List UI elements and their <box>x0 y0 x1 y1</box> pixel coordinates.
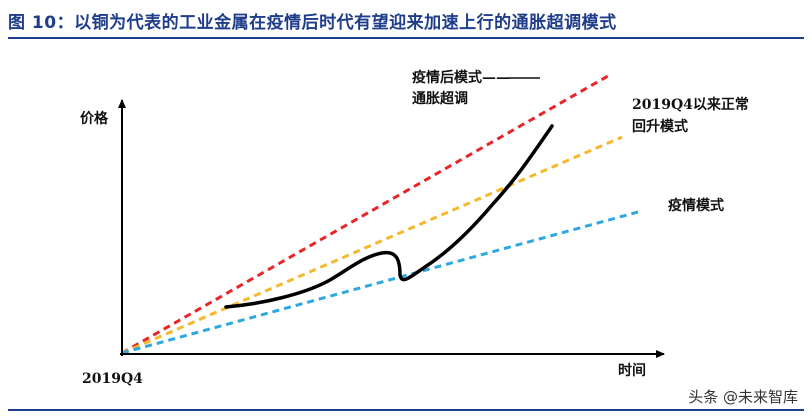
normal-recovery-trend-line <box>121 135 623 355</box>
watermark: 头条 @未来智库 <box>684 384 802 409</box>
x-axis-label: 时间 <box>618 363 646 379</box>
figure-title: 图 10：以铜为代表的工业金属在疫情后时代有望迎来加速上行的通胀超调模式 <box>8 13 617 33</box>
pandemic-annotation: 疫情模式 <box>668 198 724 214</box>
pandemic-trend-line <box>121 210 639 355</box>
post-pandemic-annotation-line1: 疫情后模式—— <box>412 70 510 86</box>
title-rule <box>8 37 804 39</box>
origin-label: 2019Q4 <box>82 371 143 387</box>
bottom-rule <box>8 409 804 411</box>
price-curve <box>224 124 554 309</box>
y-axis-label: 价格 <box>80 111 108 127</box>
normal-recovery-annotation-line1: 2019Q4以来正常 <box>632 97 749 113</box>
normal-recovery-annotation-line2: 回升模式 <box>632 119 688 135</box>
post-pandemic-annotation-line2: 通胀超调 <box>412 91 468 107</box>
post-pandemic-trend-line <box>121 74 609 355</box>
